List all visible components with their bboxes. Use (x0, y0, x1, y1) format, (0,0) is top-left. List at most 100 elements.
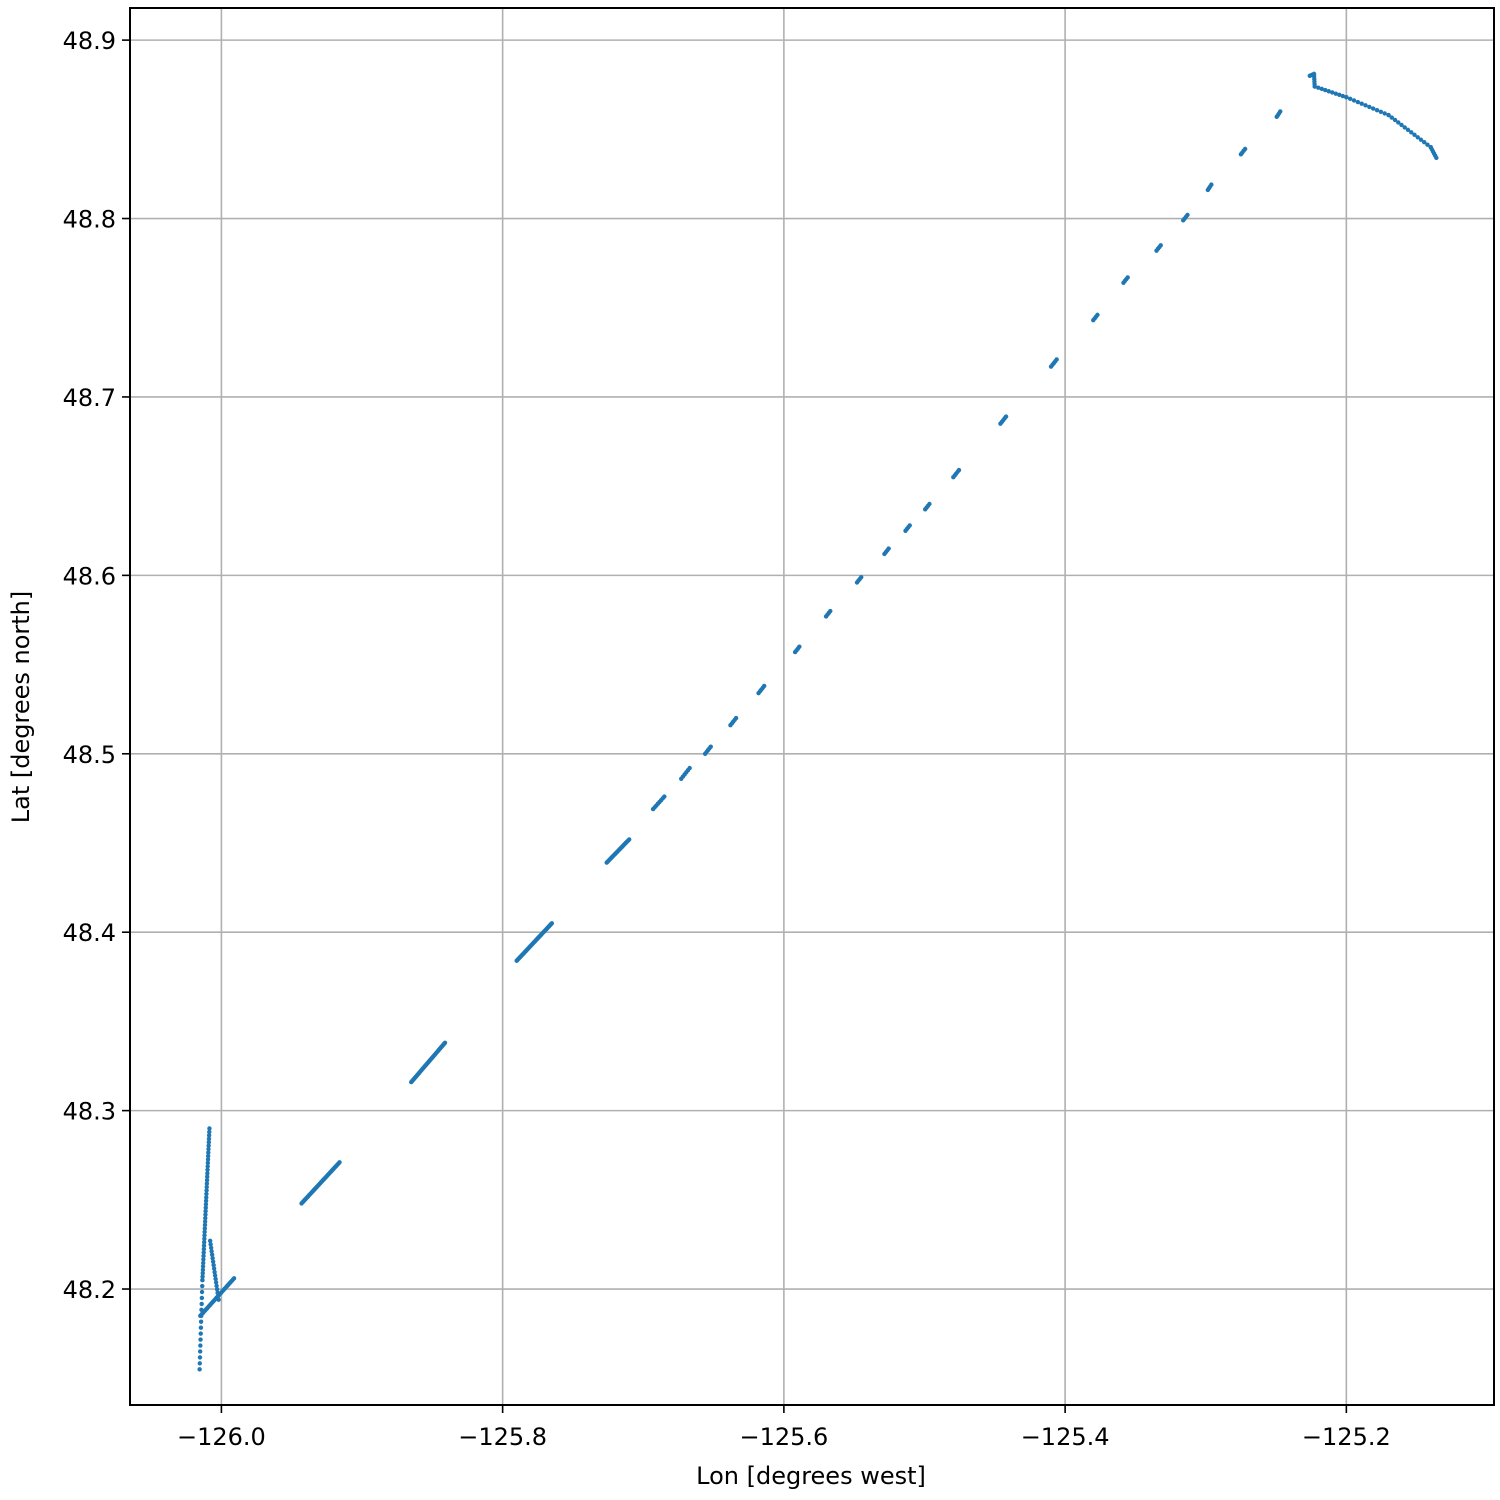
data-point (662, 794, 667, 799)
data-point (214, 1283, 219, 1289)
data-point (1434, 155, 1439, 161)
data-point (200, 1271, 205, 1276)
data-point (203, 1198, 209, 1204)
axis-ticks: −126.0 −125.8 −125.6 −125.4 −125.2 48.2 48.3 48… (63, 27, 1391, 1451)
data-point (198, 1325, 204, 1330)
data-point (208, 1242, 213, 1247)
data-point (197, 1355, 203, 1360)
data-point (1319, 86, 1324, 92)
data-point (828, 608, 833, 614)
data-point (206, 1136, 212, 1141)
x-tick-label: −125.8 (458, 1423, 547, 1451)
data-point (211, 1266, 217, 1271)
data-point (1409, 130, 1414, 135)
data-point (1415, 135, 1420, 140)
data-point (549, 921, 555, 926)
data-point (198, 1337, 203, 1342)
data-point (1340, 93, 1346, 99)
data-point (205, 1174, 210, 1179)
data-point (202, 1233, 207, 1238)
y-tick-label: 48.2 (63, 1276, 116, 1304)
data-point (201, 1253, 206, 1259)
data-point (231, 1276, 237, 1281)
data-point (200, 1274, 205, 1279)
data-points (197, 71, 1439, 1372)
y-tick-label: 48.5 (63, 741, 116, 769)
data-point (202, 1236, 207, 1241)
data-point (204, 1184, 209, 1190)
data-point (203, 1202, 209, 1207)
data-point (199, 1295, 205, 1301)
data-point (212, 1273, 218, 1278)
data-point (206, 1133, 212, 1138)
data-point (200, 1264, 206, 1269)
data-point (213, 1280, 219, 1285)
data-point (206, 1146, 211, 1152)
data-point (1312, 84, 1317, 89)
data-point (927, 501, 932, 507)
data-point (1405, 127, 1411, 133)
x-tick-label: −125.4 (1021, 1423, 1110, 1451)
data-point (1330, 90, 1335, 95)
data-point (205, 1160, 211, 1166)
data-point (1095, 312, 1100, 318)
y-tick-label: 48.6 (63, 562, 116, 590)
data-point (1158, 243, 1163, 248)
data-point (206, 1140, 212, 1145)
data-point (1347, 96, 1353, 102)
data-point (208, 1245, 214, 1250)
data-point (202, 1219, 208, 1224)
data-point (204, 1195, 209, 1200)
data-point (1412, 132, 1417, 138)
plot-frame (129, 7, 1495, 1406)
data-point (199, 1289, 205, 1295)
data-point (200, 1283, 205, 1289)
data-point (1363, 103, 1368, 108)
data-point (205, 1164, 210, 1169)
y-tick-label: 48.8 (63, 206, 116, 234)
data-point (205, 1157, 211, 1162)
data-point (203, 1208, 208, 1214)
data-point (886, 546, 891, 551)
data-point (205, 1171, 210, 1176)
data-point (1392, 117, 1398, 123)
data-point (1422, 140, 1427, 145)
data-point (733, 715, 739, 721)
data-point (206, 1150, 211, 1155)
data-point (1323, 87, 1328, 93)
grid (130, 8, 1494, 1405)
data-point (207, 1129, 212, 1135)
data-point (197, 1349, 203, 1354)
data-point (1399, 122, 1404, 128)
data-point (204, 1191, 209, 1197)
data-point (442, 1040, 448, 1046)
data-point (1389, 115, 1394, 120)
data-point (211, 1262, 216, 1268)
data-point (202, 1222, 208, 1228)
x-tick-label: −125.2 (1302, 1423, 1391, 1451)
data-point (205, 1153, 211, 1159)
data-point (207, 1126, 212, 1131)
data-point (1402, 125, 1407, 130)
data-point (1344, 95, 1349, 100)
data-point (1378, 109, 1384, 115)
data-point (859, 574, 864, 580)
y-axis-label: Lat [degrees north] (7, 591, 35, 823)
data-point (201, 1240, 207, 1245)
data-point (204, 1177, 210, 1183)
data-point (687, 765, 692, 771)
y-tick-label: 48.7 (63, 384, 116, 412)
data-point (1367, 104, 1372, 110)
data-point (1418, 137, 1424, 142)
data-point (1355, 99, 1361, 105)
data-point (1351, 98, 1357, 103)
data-point (216, 1297, 221, 1302)
data-point (1425, 142, 1430, 147)
data-point (1054, 357, 1059, 362)
data-point (708, 744, 713, 749)
data-point (1382, 111, 1387, 116)
data-point (1333, 91, 1339, 96)
data-point (1374, 107, 1380, 113)
data-point (207, 1238, 213, 1244)
